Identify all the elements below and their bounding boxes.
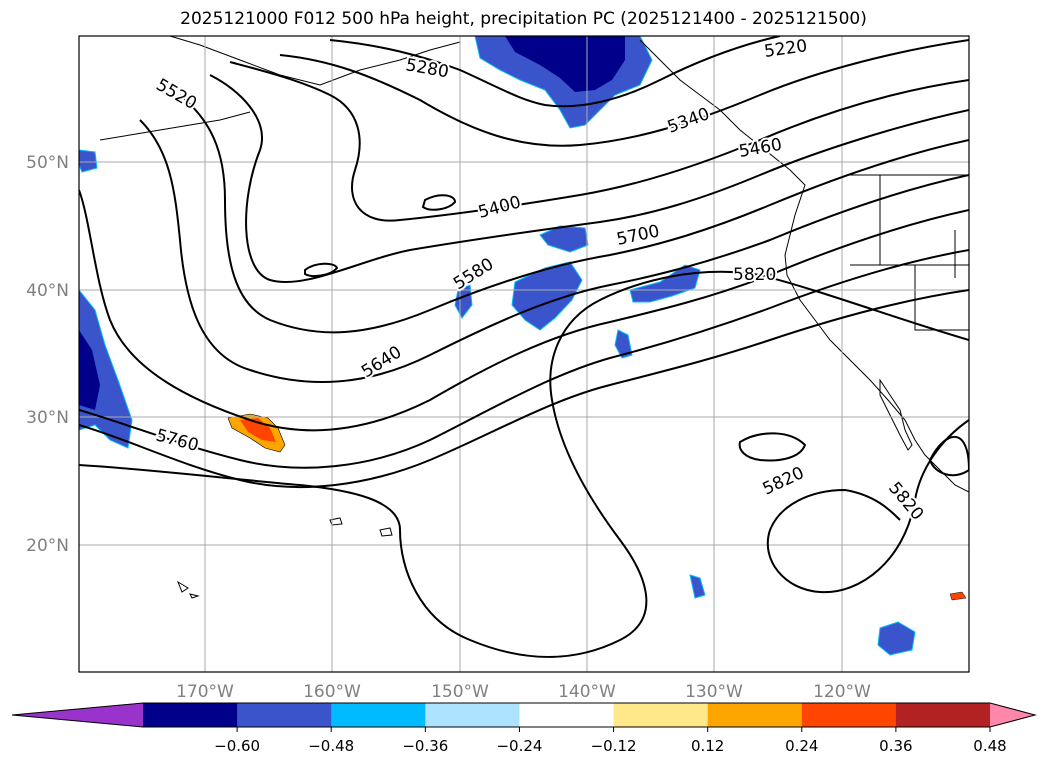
island-hawaii: [176, 517, 393, 599]
colorbar-segment: [707, 703, 803, 727]
lon-label: 120°W: [813, 682, 871, 702]
contour-line: [229, 61, 969, 222]
lon-labels: 170°W 160°W 150°W 140°W 130°W 120°W: [176, 682, 871, 702]
coastline-alaska: [169, 36, 461, 86]
lat-label: 20°N: [26, 536, 69, 556]
contour-line: [766, 419, 969, 594]
colorbar-tick-label: −0.36: [402, 737, 448, 755]
colorbar-tick-label: −0.60: [214, 737, 260, 755]
precip-region-central: [511, 261, 583, 331]
colorbar-tick-label: 0.12: [691, 737, 724, 755]
colorbar-segments: [12, 703, 1035, 727]
contour-line: [421, 194, 457, 211]
colorbar-outline: [11, 702, 1037, 728]
lon-label: 150°W: [431, 682, 489, 702]
colorbar-segment: [801, 703, 897, 727]
colorbar-segment: [519, 703, 615, 727]
lat-label: 50°N: [26, 153, 69, 173]
coastline-baja: [879, 378, 913, 451]
precip-region-west-core: [79, 330, 100, 410]
map-frame: [78, 35, 970, 673]
lat-label: 40°N: [26, 281, 69, 301]
colorbar-tick-label: 0.48: [973, 737, 1006, 755]
contour-line: [79, 270, 969, 658]
lat-labels: 50°N 40°N 30°N 20°N: [26, 153, 69, 556]
map-panel: 5220 5280 5340 5460 5400 5520 5580 5640 …: [79, 36, 969, 672]
precip-regions: [79, 36, 967, 656]
lat-label: 30°N: [26, 408, 69, 428]
colorbar-segment: [425, 703, 520, 727]
colorbar-segment: [895, 703, 991, 727]
lon-label: 170°W: [176, 682, 234, 702]
lon-label: 140°W: [558, 682, 616, 702]
contour-line: [179, 94, 969, 334]
lon-label: 130°W: [685, 682, 743, 702]
colorbar-tick-label: 0.24: [785, 737, 818, 755]
map-title: 2025121000 F012 500 hPa height, precipit…: [180, 9, 867, 29]
border-lines: [850, 174, 969, 331]
coastlines: [99, 36, 969, 599]
contour-label: 5820: [733, 265, 776, 285]
colorbar-segment: [613, 703, 709, 727]
colorbar-tick-label: −0.48: [308, 737, 354, 755]
precip-region-small-4: [79, 149, 98, 173]
precip-region-positive-core: [240, 418, 276, 442]
contour-line: [329, 36, 781, 108]
precip-region-small-2: [614, 329, 633, 359]
coastline-north-america: [639, 39, 969, 493]
colorbar-segment: [331, 703, 426, 727]
precip-region-mid: [539, 225, 589, 253]
colorbar-segment: [237, 703, 332, 727]
colorbar-tick-label: −0.24: [496, 737, 542, 755]
contour-line: [209, 74, 969, 283]
colorbar-tick-label: 0.36: [879, 737, 912, 755]
colorbar-extend-high: [990, 703, 1035, 727]
contour-line: [304, 262, 339, 277]
contour-line: [79, 189, 969, 432]
lon-label: 160°W: [303, 682, 361, 702]
colorbar-extend-low: [12, 703, 143, 727]
colorbar-tick-label: −0.12: [591, 737, 637, 755]
contour-line: [738, 432, 807, 462]
contour-line: [79, 289, 969, 489]
precip-region-small-3: [877, 621, 916, 656]
precip-region-small-5: [689, 574, 706, 599]
contour-line: [79, 249, 969, 469]
precip-region-small-1: [454, 284, 473, 319]
contour-line: [279, 39, 969, 147]
graticule: [79, 36, 969, 672]
colorbar: −0.60 −0.48 −0.36 −0.24 −0.12 0.12 0.24 0.36 0.4…: [11, 702, 1037, 755]
precip-region-north-core: [505, 36, 625, 92]
height-contours: [79, 36, 969, 658]
colorbar-segment: [143, 703, 238, 727]
contour-line: [139, 119, 969, 383]
colorbar-ticks: −0.60 −0.48 −0.36 −0.24 −0.12 0.12 0.24 0.36 0.4…: [214, 727, 1007, 755]
coastline-aleutians: [99, 111, 251, 141]
precip-region-positive-small: [949, 591, 967, 601]
